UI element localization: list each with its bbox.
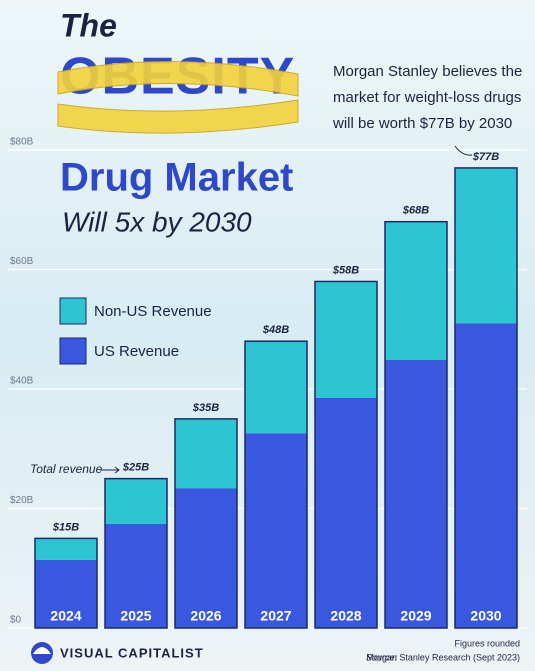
x-tick-label: 2028 [330,608,361,624]
x-tick-label: 2024 [50,608,81,624]
arrow [114,466,120,474]
brand: VISUAL CAPITALIST [60,645,204,660]
bar-total-outline [244,340,308,629]
total-label: $48B [262,324,289,336]
bar-segment [35,559,97,628]
bar-segment [105,524,167,628]
bar-segment [455,167,517,324]
tape-measure [57,99,299,134]
legend-swatch [59,297,87,325]
legend-swatch [59,337,87,365]
bar-total-outline [104,477,168,629]
annotation: market for weight-loss drugs [333,89,521,106]
bar-segment [245,433,307,628]
bar-segment [455,323,517,628]
bar-segment [385,359,447,628]
title-drug-market: Drug Market [60,156,293,200]
bar-segment [315,281,377,398]
x-tick-label: 2029 [400,608,431,624]
bars: $15B 2024 $25B 2025 $35B 2026 $48B 2027 $58B 2028… [34,151,518,629]
title-subline: Will 5x by 2030 [62,206,252,237]
title-the: The [60,7,117,43]
bar-segment [385,221,447,360]
footnote: Figures rounded [454,638,520,648]
annotation: will be worth $77B by 2030 [332,115,512,132]
total-label: $68B [402,205,429,217]
source-label: Source: [366,652,398,662]
y-tick-label: $20B [10,495,34,506]
legend: Non-US Revenue US Revenue [59,297,212,365]
bar-total-outline [314,280,378,629]
total-label: $15B [52,521,79,533]
bar-total-outline [174,418,238,629]
x-tick-label: 2025 [120,608,151,624]
x-tick-label: 2030 [470,608,501,624]
total-label: $77B [472,151,499,163]
logo-icon [33,647,51,654]
bar-segment [175,488,237,628]
y-tick-label: $40B [10,376,34,387]
y-tick-label: $0 [10,615,22,626]
x-tick-label: 2026 [190,608,221,624]
bar-total-outline [454,167,518,629]
y-tick-label: $80B [10,137,34,148]
total-label: $25B [122,462,149,474]
legend-label: US Revenue [94,343,179,360]
tape-measure [57,61,299,97]
source: Morgan Stanley Research (Sept 2023) [366,652,520,662]
total-label: $35B [192,402,219,414]
arrow [454,145,473,156]
bar-segment [175,418,237,489]
total-label: $58B [332,264,359,276]
legend-label: Non-US Revenue [94,303,212,320]
total-note: Total revenue [30,462,103,476]
bar-total-outline [34,537,98,629]
logo [31,642,53,664]
bar-segment [315,397,377,628]
y-tick-label: $60B [10,256,34,267]
annotation: Morgan Stanley believes the [333,63,522,80]
x-tick-label: 2027 [260,608,291,624]
bar-segment [35,538,97,560]
bar-segment [245,341,307,434]
bar-segment [105,478,167,525]
bar-total-outline [384,220,448,629]
